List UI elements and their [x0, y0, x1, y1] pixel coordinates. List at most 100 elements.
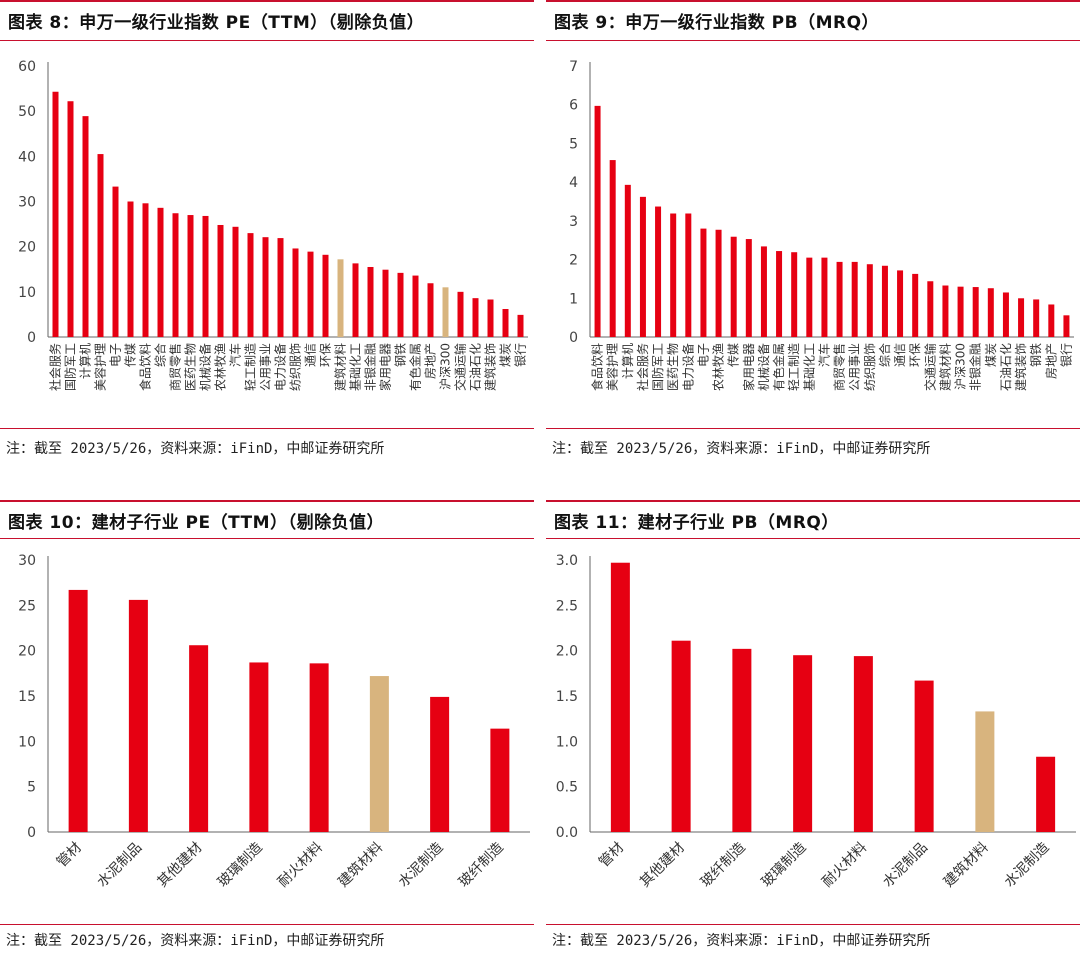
y-tick-label: 20 [18, 644, 36, 660]
x-tick-label: 玻纤制造 [698, 840, 749, 891]
bar [217, 224, 224, 337]
bar [322, 254, 329, 337]
top-rule [0, 0, 534, 2]
x-tick-label: 国防军工 [650, 343, 665, 391]
y-tick-label: 1.5 [556, 689, 578, 705]
x-tick-label: 其他建材 [155, 840, 206, 891]
bar [1002, 292, 1009, 337]
bar [655, 206, 662, 337]
title-rule [0, 538, 534, 539]
x-tick-label: 商贸零售 [832, 343, 847, 391]
bar [700, 228, 707, 337]
x-tick-label: 社会服务 [635, 343, 650, 391]
bar [307, 251, 314, 337]
bar [685, 213, 692, 337]
y-tick-label: 2 [569, 253, 578, 269]
figure-8-panel: 图表 8：申万一级行业指数 PE（TTM）（剔除负值） 0 10 20 30 40 50 6… [0, 0, 534, 470]
bar [157, 207, 164, 337]
x-tick-label: 传媒 [726, 343, 741, 367]
y-tick-label: 5 [569, 136, 578, 152]
y-tick-label: 0 [569, 330, 578, 346]
y-tick-label: 0.5 [556, 780, 578, 796]
note-rule [0, 428, 534, 429]
x-tick-label: 环保 [908, 343, 922, 367]
x-tick-label: 通信 [893, 343, 907, 367]
x-tick-label: 有色金属 [771, 343, 786, 391]
y-tick-label: 0 [27, 825, 36, 841]
x-tick-label: 钢铁 [394, 343, 408, 367]
pb-subindustry-chart: 0.00.51.01.52.02.53.0管材 其他建材 玻纤制造 玻璃制造 耐火材料水… [556, 553, 1076, 891]
bar [457, 291, 464, 337]
bar [277, 238, 284, 337]
bar [97, 154, 104, 337]
bar [836, 261, 843, 337]
top-rule [546, 500, 1080, 502]
bar [202, 215, 209, 337]
bar [927, 281, 934, 337]
source-note: 注：截至 2023/5/26，资料来源：iFinD，中邮证券研究所 [6, 933, 385, 949]
x-tick-label: 纺织服饰 [289, 343, 303, 391]
chart-title: 图表 10：建材子行业 PE（TTM）（剔除负值） [8, 513, 385, 533]
bar [821, 257, 828, 337]
bar [897, 270, 904, 337]
bar [68, 589, 88, 832]
x-tick-label: 水泥制品 [880, 840, 931, 891]
bar [610, 562, 630, 832]
bar [487, 299, 494, 337]
top-rule [546, 0, 1080, 2]
bar [791, 252, 798, 337]
x-tick-label: 其他建材 [637, 840, 688, 891]
note-rule [546, 924, 1080, 925]
bar [853, 656, 873, 832]
y-tick-label: 10 [18, 734, 36, 750]
source-note: 注：截至 2023/5/26，资料来源：iFinD，中邮证券研究所 [6, 441, 385, 457]
x-tick-label: 房地产 [423, 343, 438, 379]
figure-9-panel: 图表 9：申万一级行业指数 PB（MRQ） 0 1 2 3 4 5 6 7 食品饮料 美容护理 计算… [546, 0, 1080, 470]
x-tick-label: 耐火材料 [275, 840, 326, 891]
x-tick-label: 电力设备 [681, 343, 695, 391]
note-rule [546, 428, 1080, 429]
x-tick-label: 农林牧渔 [712, 343, 726, 391]
x-tick-label: 轻工制造 [787, 343, 801, 391]
bar [82, 116, 89, 337]
bar [337, 259, 344, 337]
bar [987, 288, 994, 337]
x-tick-label: 综合 [153, 343, 168, 367]
x-tick-label: 美容护理 [93, 343, 108, 391]
x-tick-label: 建筑材料 [941, 840, 992, 891]
bar [793, 655, 813, 832]
x-tick-label: 综合 [877, 343, 892, 367]
pe-subindustry-chart: 0 5 10 15 20 25 30 管材 水泥制品 其他建材 玻璃制造 耐火材料 建筑材料 水泥制造 玻纤… [18, 553, 530, 891]
x-tick-label: 有色金属 [408, 343, 423, 391]
x-tick-label: 汽车 [228, 343, 243, 367]
x-tick-label: 石油石化 [469, 343, 483, 391]
bar [972, 287, 979, 337]
y-tick-label: 3 [569, 214, 578, 230]
x-tick-label: 机械设备 [756, 343, 771, 391]
x-tick-label: 石油石化 [999, 343, 1013, 391]
y-tick-label: 40 [18, 149, 36, 165]
chart-title: 图表 8：申万一级行业指数 PE（TTM）（剔除负值） [8, 13, 425, 33]
pe-industry-chart: 0 10 20 30 40 50 60 社会服务 国防军工 计算机 美容护理 电子 传媒 食品饮料 综合 商贸… [18, 59, 528, 391]
bar [881, 265, 888, 337]
bar [430, 696, 450, 832]
x-tick-label: 电子 [109, 343, 123, 367]
bar [382, 269, 389, 337]
y-tick-label: 0.0 [556, 825, 578, 841]
title-rule [546, 538, 1080, 539]
pb-industry-chart: 0 1 2 3 4 5 6 7 食品饮料 美容护理 计算机 社会服务 国防军工 医药生物 电力设备 电子 农林牧… [569, 59, 1074, 391]
y-tick-label: 5 [27, 780, 36, 796]
x-tick-label: 银行 [514, 343, 528, 367]
bar [806, 257, 813, 337]
x-tick-label: 家用电器 [378, 343, 393, 391]
x-tick-label: 非银金融 [968, 343, 983, 391]
y-tick-label: 2.5 [556, 598, 578, 614]
x-tick-label: 公用事业 [259, 343, 273, 391]
x-tick-label: 玻璃制造 [758, 839, 810, 891]
x-tick-label: 水泥制造 [1002, 840, 1053, 891]
source-note: 注：截至 2023/5/26，资料来源：iFinD，中邮证券研究所 [552, 441, 931, 457]
y-tick-label: 6 [569, 98, 578, 114]
x-tick-label: 建筑装饰 [483, 343, 498, 391]
x-tick-label: 煤炭 [984, 343, 998, 367]
y-tick-label: 4 [569, 175, 578, 191]
